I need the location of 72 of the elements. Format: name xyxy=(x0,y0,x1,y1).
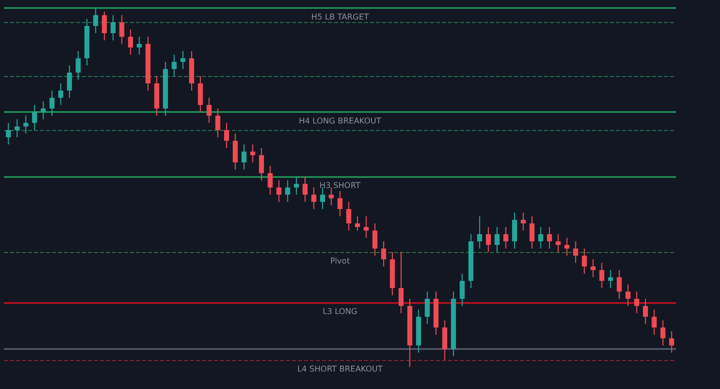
candlestick xyxy=(206,97,212,124)
candlestick xyxy=(582,248,587,274)
candlestick xyxy=(616,270,622,300)
ref-line-label: L4 SHORT BREAKOUT xyxy=(297,364,383,374)
candlestick xyxy=(268,165,273,196)
candlestick xyxy=(66,64,72,98)
candlestick xyxy=(652,309,657,336)
candlestick xyxy=(546,226,552,250)
candlestick xyxy=(590,258,596,278)
candlestick xyxy=(294,176,299,196)
candlestick xyxy=(660,320,666,346)
candlestick xyxy=(442,320,448,360)
candlestick xyxy=(424,291,430,324)
candlestick xyxy=(311,187,316,210)
candlestick xyxy=(338,190,342,217)
candlestick xyxy=(642,298,648,324)
candlestick xyxy=(538,226,544,250)
candlestick xyxy=(198,76,203,113)
candlestick xyxy=(50,90,54,116)
candlestick xyxy=(232,133,238,170)
candlestick xyxy=(242,144,246,170)
candlestick xyxy=(626,284,630,306)
candlestick xyxy=(364,216,369,238)
candlestick xyxy=(14,118,20,138)
candlestick xyxy=(460,273,465,306)
candlestick xyxy=(634,291,640,314)
ref-line-label: H4 LONG BREAKOUT xyxy=(298,116,382,126)
ref-line-label: L3 LONG xyxy=(322,306,358,316)
candlestick xyxy=(93,8,98,34)
candlestick xyxy=(32,104,38,131)
candlestick xyxy=(110,14,116,41)
candlestick xyxy=(58,82,64,106)
candlestick xyxy=(136,36,142,56)
candlestick xyxy=(40,100,46,120)
candlestick xyxy=(556,234,561,253)
candlestick xyxy=(258,148,264,181)
ref-line-label: H5 LB TARGET xyxy=(311,12,369,22)
candlestick xyxy=(520,212,526,232)
candlestick xyxy=(494,226,500,253)
candlestick xyxy=(573,240,578,264)
candlestick xyxy=(346,201,352,232)
candlestick xyxy=(180,50,186,70)
candlestick xyxy=(328,187,334,206)
candlestick xyxy=(530,216,534,250)
candlestick xyxy=(224,122,230,149)
candlestick xyxy=(669,330,674,354)
candlestick xyxy=(486,226,491,253)
candlestick xyxy=(608,270,614,289)
candlestick xyxy=(128,29,134,56)
candlestick xyxy=(320,187,326,210)
candlestick xyxy=(398,252,404,314)
candlestick xyxy=(285,180,290,202)
candlestick xyxy=(302,176,308,202)
candlestick xyxy=(6,122,11,145)
candlestick xyxy=(119,14,124,44)
ref-line-label: Pivot xyxy=(330,256,350,266)
candlestick xyxy=(372,222,378,256)
candlestick xyxy=(381,240,386,267)
candlestick xyxy=(102,11,107,41)
candlestick xyxy=(503,226,508,250)
candlestick xyxy=(564,237,570,256)
candlestick xyxy=(76,50,81,80)
ref-line-label: H3 SHORT xyxy=(320,181,361,190)
candlestick xyxy=(276,180,282,202)
candlestick xyxy=(477,216,482,250)
candlestick xyxy=(512,212,518,250)
candlestick xyxy=(250,144,256,163)
candlestick xyxy=(23,115,28,134)
candlestick xyxy=(172,54,177,77)
candlestick xyxy=(215,108,220,138)
candlestick xyxy=(354,216,360,232)
candlestick xyxy=(599,262,604,289)
